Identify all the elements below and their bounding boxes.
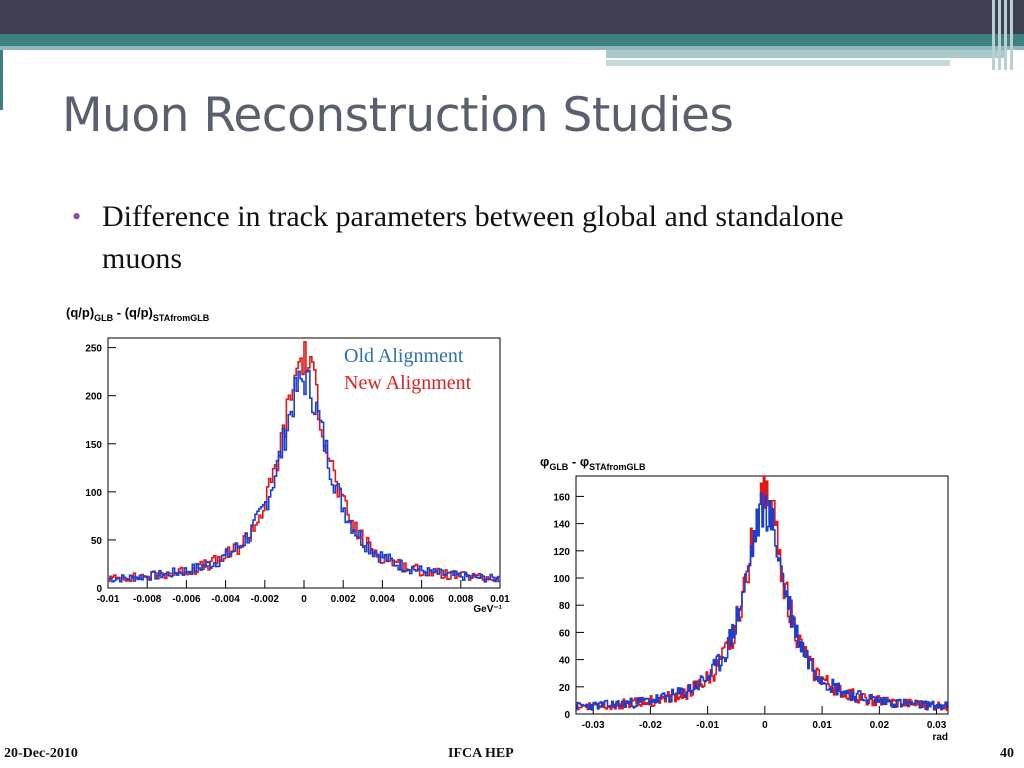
x-tick-label: -0.03 — [582, 720, 605, 731]
chart2-title: φGLB - φSTAfromGLB — [540, 454, 646, 472]
corner-stripes — [992, 0, 1016, 70]
y-tick-label: 80 — [559, 601, 571, 612]
footer-date: 20-Dec-2010 — [4, 746, 78, 761]
y-tick-label: 140 — [553, 520, 570, 531]
x-tick-label: 0.03 — [927, 720, 947, 731]
bullet-text: Difference in track parameters between g… — [102, 200, 844, 275]
x-tick-label: -0.004 — [211, 594, 240, 605]
bullet-item: • Difference in track parameters between… — [72, 196, 902, 280]
y-tick-label: 0 — [96, 584, 102, 595]
x-tick-label: 0 — [762, 720, 768, 731]
y-tick-label: 20 — [559, 683, 571, 694]
y-tick-label: 150 — [85, 440, 102, 451]
slide-title: Muon Reconstruction Studies — [62, 88, 734, 143]
y-tick-label: 250 — [85, 344, 102, 355]
x-tick-label: 0 — [301, 594, 307, 605]
legend-new-alignment: New Alignment — [344, 372, 472, 394]
y-tick-label: 200 — [85, 392, 102, 403]
qp-difference-histogram: (q/p)GLB - (q/p)STAfromGLB 0 50 100 150 200 2… — [66, 305, 510, 615]
x-tick-label: -0.002 — [251, 594, 280, 605]
x-tick-label: -0.01 — [97, 594, 120, 605]
chart1-title: (q/p)GLB - (q/p)STAfromGLB — [66, 305, 210, 323]
x-tick-label: -0.02 — [639, 720, 662, 731]
x-tick-label: 0.004 — [370, 594, 395, 605]
header-teal-band — [0, 34, 1024, 46]
header-accent-line — [606, 50, 1006, 58]
x-tick-label: -0.008 — [133, 594, 162, 605]
x-tick-label: 0.002 — [331, 594, 356, 605]
phi-difference-histogram: φGLB - φSTAfromGLB 0 20 40 60 80 100 120 140 160… — [540, 454, 949, 743]
header-light-band — [0, 46, 1024, 50]
y-tick-label: 120 — [553, 547, 570, 558]
x-tick-label: 0.01 — [490, 594, 510, 605]
x-tick-label: -0.006 — [172, 594, 201, 605]
header-accent-line-2 — [606, 60, 950, 66]
bullet-dot-icon: • — [72, 202, 82, 231]
series-new-alignment — [108, 341, 500, 583]
left-accent-bar — [0, 50, 3, 110]
x-tick-label: 0.006 — [409, 594, 434, 605]
y-tick-label: 60 — [559, 628, 571, 639]
footer-organization: IFCA HEP — [448, 746, 514, 761]
x-tick-label: 0.02 — [870, 720, 890, 731]
x-tick-label: -0.01 — [696, 720, 719, 731]
chart1-xlabel: GeV⁻¹ — [473, 604, 502, 615]
y-tick-label: 100 — [553, 574, 570, 585]
y-tick-label: 40 — [559, 656, 571, 667]
footer-page-number: 40 — [1000, 746, 1014, 761]
chart2-xlabel: rad — [932, 732, 948, 743]
chart2-frame — [575, 475, 949, 715]
series-old-alignment — [108, 369, 500, 583]
y-tick-label: 50 — [91, 536, 103, 547]
series-old-alignment — [576, 492, 948, 711]
x-tick-label: 0.008 — [448, 594, 473, 605]
y-tick-label: 100 — [85, 488, 102, 499]
x-tick-label: 0.01 — [812, 720, 832, 731]
y-tick-label: 0 — [564, 710, 570, 721]
legend-old-alignment: Old Alignment — [344, 345, 464, 367]
header-dark-band — [0, 0, 1024, 34]
y-tick-label: 160 — [553, 492, 570, 503]
